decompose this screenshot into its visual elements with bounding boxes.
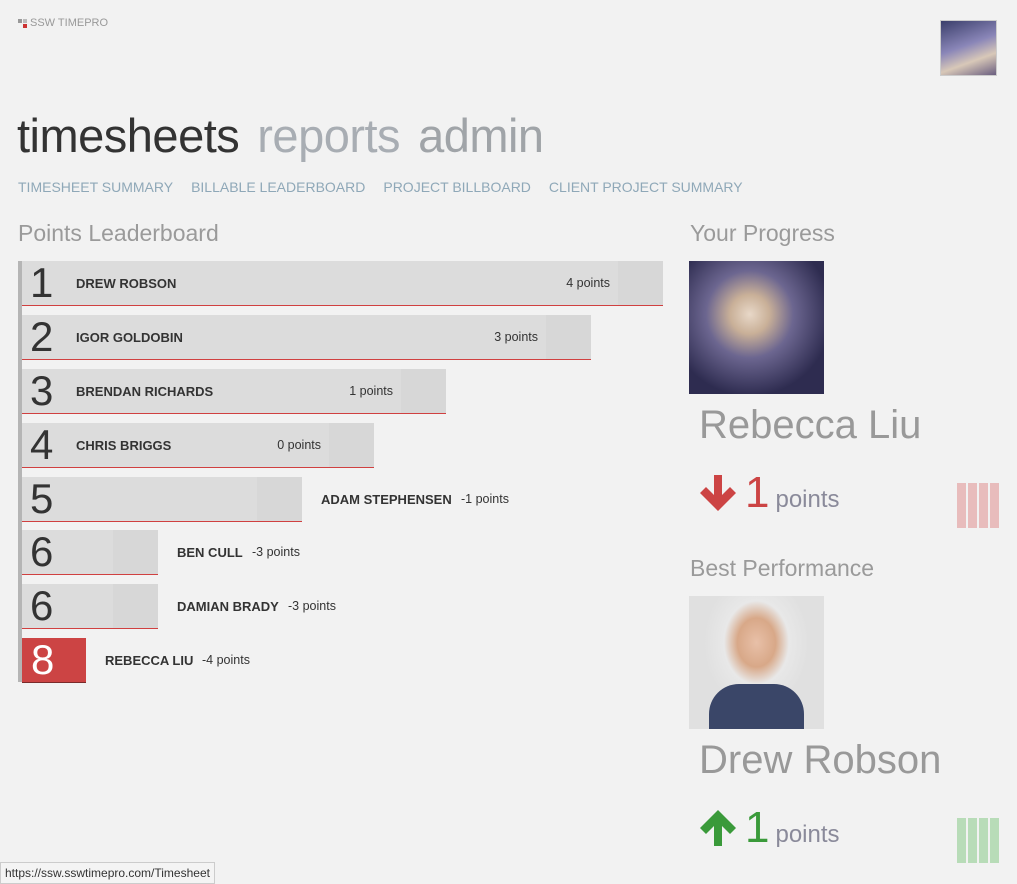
your-photo — [689, 261, 824, 394]
player-points: 0 points — [277, 438, 321, 452]
app-logo[interactable]: SSW TIMEPRO — [18, 17, 108, 29]
logo-icon — [18, 18, 27, 28]
best-score: 1 points — [697, 803, 840, 853]
player-name: BEN CULL — [177, 545, 243, 560]
status-bar-url: https://ssw.sswtimepro.com/Timesheet — [0, 862, 215, 884]
best-score-unit: points — [775, 821, 840, 848]
main-nav: timesheets reports admin — [17, 108, 544, 163]
rank-number: 1 — [30, 259, 54, 306]
best-photo — [689, 596, 824, 729]
player-points: -4 points — [202, 653, 250, 667]
your-name: Rebecca Liu — [699, 403, 922, 447]
user-avatar[interactable] — [940, 20, 997, 76]
rank-number: 3 — [30, 367, 54, 414]
leaderboard-bar: 1 — [22, 259, 663, 306]
leaderboard-row[interactable]: 6 BEN CULL -3 points — [22, 528, 672, 575]
arrow-down-icon — [700, 475, 736, 511]
leaderboard-title: Points Leaderboard — [18, 220, 219, 246]
leaderboard-row[interactable]: 5 ADAM STEPHENSEN -1 points — [22, 475, 672, 522]
rank-number: 6 — [30, 528, 54, 575]
subnav-billable-leaderboard[interactable]: BILLABLE LEADERBOARD — [191, 179, 366, 195]
leaderboard-row[interactable]: 6 DAMIAN BRADY -3 points — [22, 582, 672, 629]
leaderboard: 1 DREW ROBSON 4 points 2 IGOR GOLDOBIN 3 poin… — [18, 259, 668, 683]
subnav-client-project-summary[interactable]: CLIENT PROJECT SUMMARY — [548, 179, 743, 195]
leaderboard-bar: 5 — [22, 475, 302, 522]
rank-number: 5 — [30, 475, 54, 522]
rank-number: 4 — [30, 421, 54, 468]
player-points: -3 points — [288, 599, 336, 613]
leaderboard-bar: 6 — [22, 582, 158, 629]
leaderboard-row[interactable]: 4 CHRIS BRIGGS 0 points — [22, 421, 672, 468]
your-progress-title: Your Progress — [690, 220, 835, 246]
leaderboard-row[interactable]: 2 IGOR GOLDOBIN 3 points — [22, 313, 672, 360]
your-score-unit: points — [775, 486, 840, 513]
player-points: 4 points — [566, 276, 610, 290]
leaderboard-bar: 4 — [22, 421, 374, 468]
player-points: 3 points — [494, 330, 538, 344]
best-performance-title: Best Performance — [690, 555, 875, 581]
leaderboard-bar: 8 — [22, 636, 86, 683]
player-name: BRENDAN RICHARDS — [76, 384, 214, 399]
subnav-timesheet-summary[interactable]: TIMESHEET SUMMARY — [18, 179, 174, 195]
rank-number: 6 — [30, 582, 54, 629]
leaderboard-bar: 6 — [22, 528, 158, 575]
best-performance-meter — [957, 818, 999, 863]
player-name: IGOR GOLDOBIN — [76, 330, 183, 345]
subnav-project-billboard[interactable]: PROJECT BILLBOARD — [383, 179, 531, 195]
player-name: CHRIS BRIGGS — [76, 438, 172, 453]
player-points: -1 points — [461, 492, 509, 506]
leaderboard-bar: 2 — [22, 313, 591, 360]
player-points: -3 points — [252, 545, 300, 559]
player-name: ADAM STEPHENSEN — [321, 492, 452, 507]
player-name: DAMIAN BRADY — [177, 599, 279, 614]
logo-text: SSW TIMEPRO — [30, 17, 109, 29]
arrow-up-icon — [700, 810, 736, 846]
leaderboard-row[interactable]: 8 REBECCA LIU -4 points — [22, 636, 672, 683]
your-progress-meter — [957, 483, 999, 528]
best-score-value: 1 — [745, 803, 770, 852]
sub-nav: TIMESHEET SUMMARY BILLABLE LEADERBOARD P… — [18, 179, 743, 195]
best-name: Drew Robson — [699, 738, 942, 782]
your-score-value: 1 — [745, 468, 770, 517]
leaderboard-row[interactable]: 3 BRENDAN RICHARDS 1 points — [22, 367, 672, 414]
leaderboard-bar: 3 — [22, 367, 446, 414]
nav-admin[interactable]: admin — [418, 109, 544, 162]
nav-timesheets[interactable]: timesheets — [17, 109, 240, 162]
rank-number: 8 — [31, 636, 55, 683]
player-name: DREW ROBSON — [76, 276, 177, 291]
nav-reports[interactable]: reports — [257, 109, 401, 162]
leaderboard-row[interactable]: 1 DREW ROBSON 4 points — [22, 259, 672, 306]
your-score: 1 points — [697, 468, 840, 518]
player-name: REBECCA LIU — [105, 653, 194, 668]
rank-number: 2 — [30, 313, 54, 360]
player-points: 1 points — [349, 384, 393, 398]
